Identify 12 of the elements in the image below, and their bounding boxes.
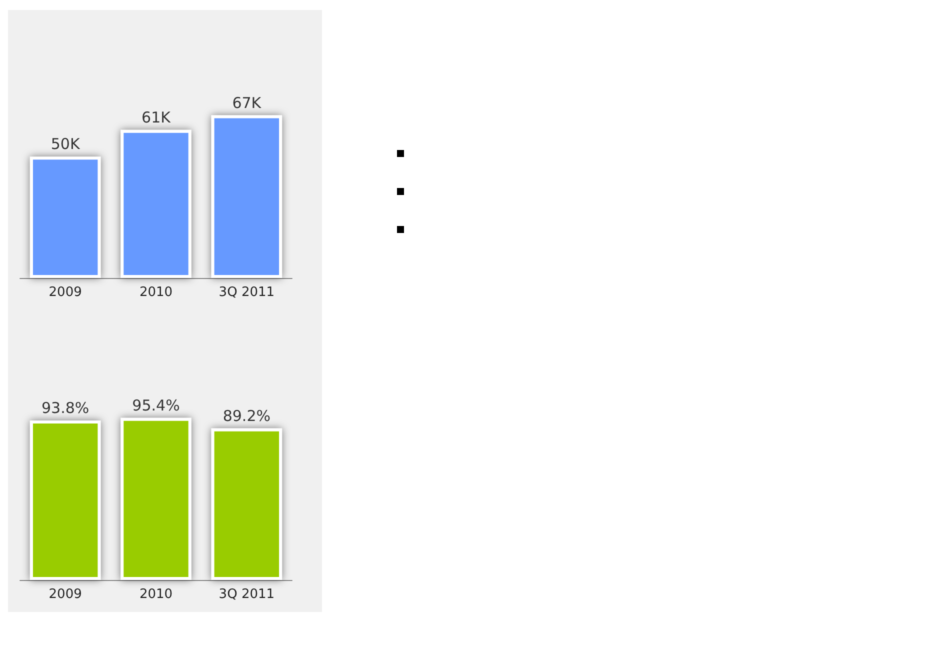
data-label: 50K bbox=[50, 135, 81, 154]
x-tick-label: 3Q 2011 bbox=[218, 587, 275, 602]
x-tick-label: 2009 bbox=[48, 587, 82, 602]
x-tick-label: 2010 bbox=[139, 587, 173, 602]
x-tick-label: 2010 bbox=[139, 285, 173, 300]
x-tick-label: 3Q 2011 bbox=[218, 285, 275, 300]
x-tick-label: 2009 bbox=[48, 285, 82, 300]
data-label: 61K bbox=[142, 108, 172, 126]
data-label: 95.4% bbox=[132, 396, 180, 414]
data-label: 67K bbox=[232, 94, 262, 112]
data-label: 93.8% bbox=[42, 399, 90, 418]
data-label: 89.2% bbox=[222, 406, 270, 425]
